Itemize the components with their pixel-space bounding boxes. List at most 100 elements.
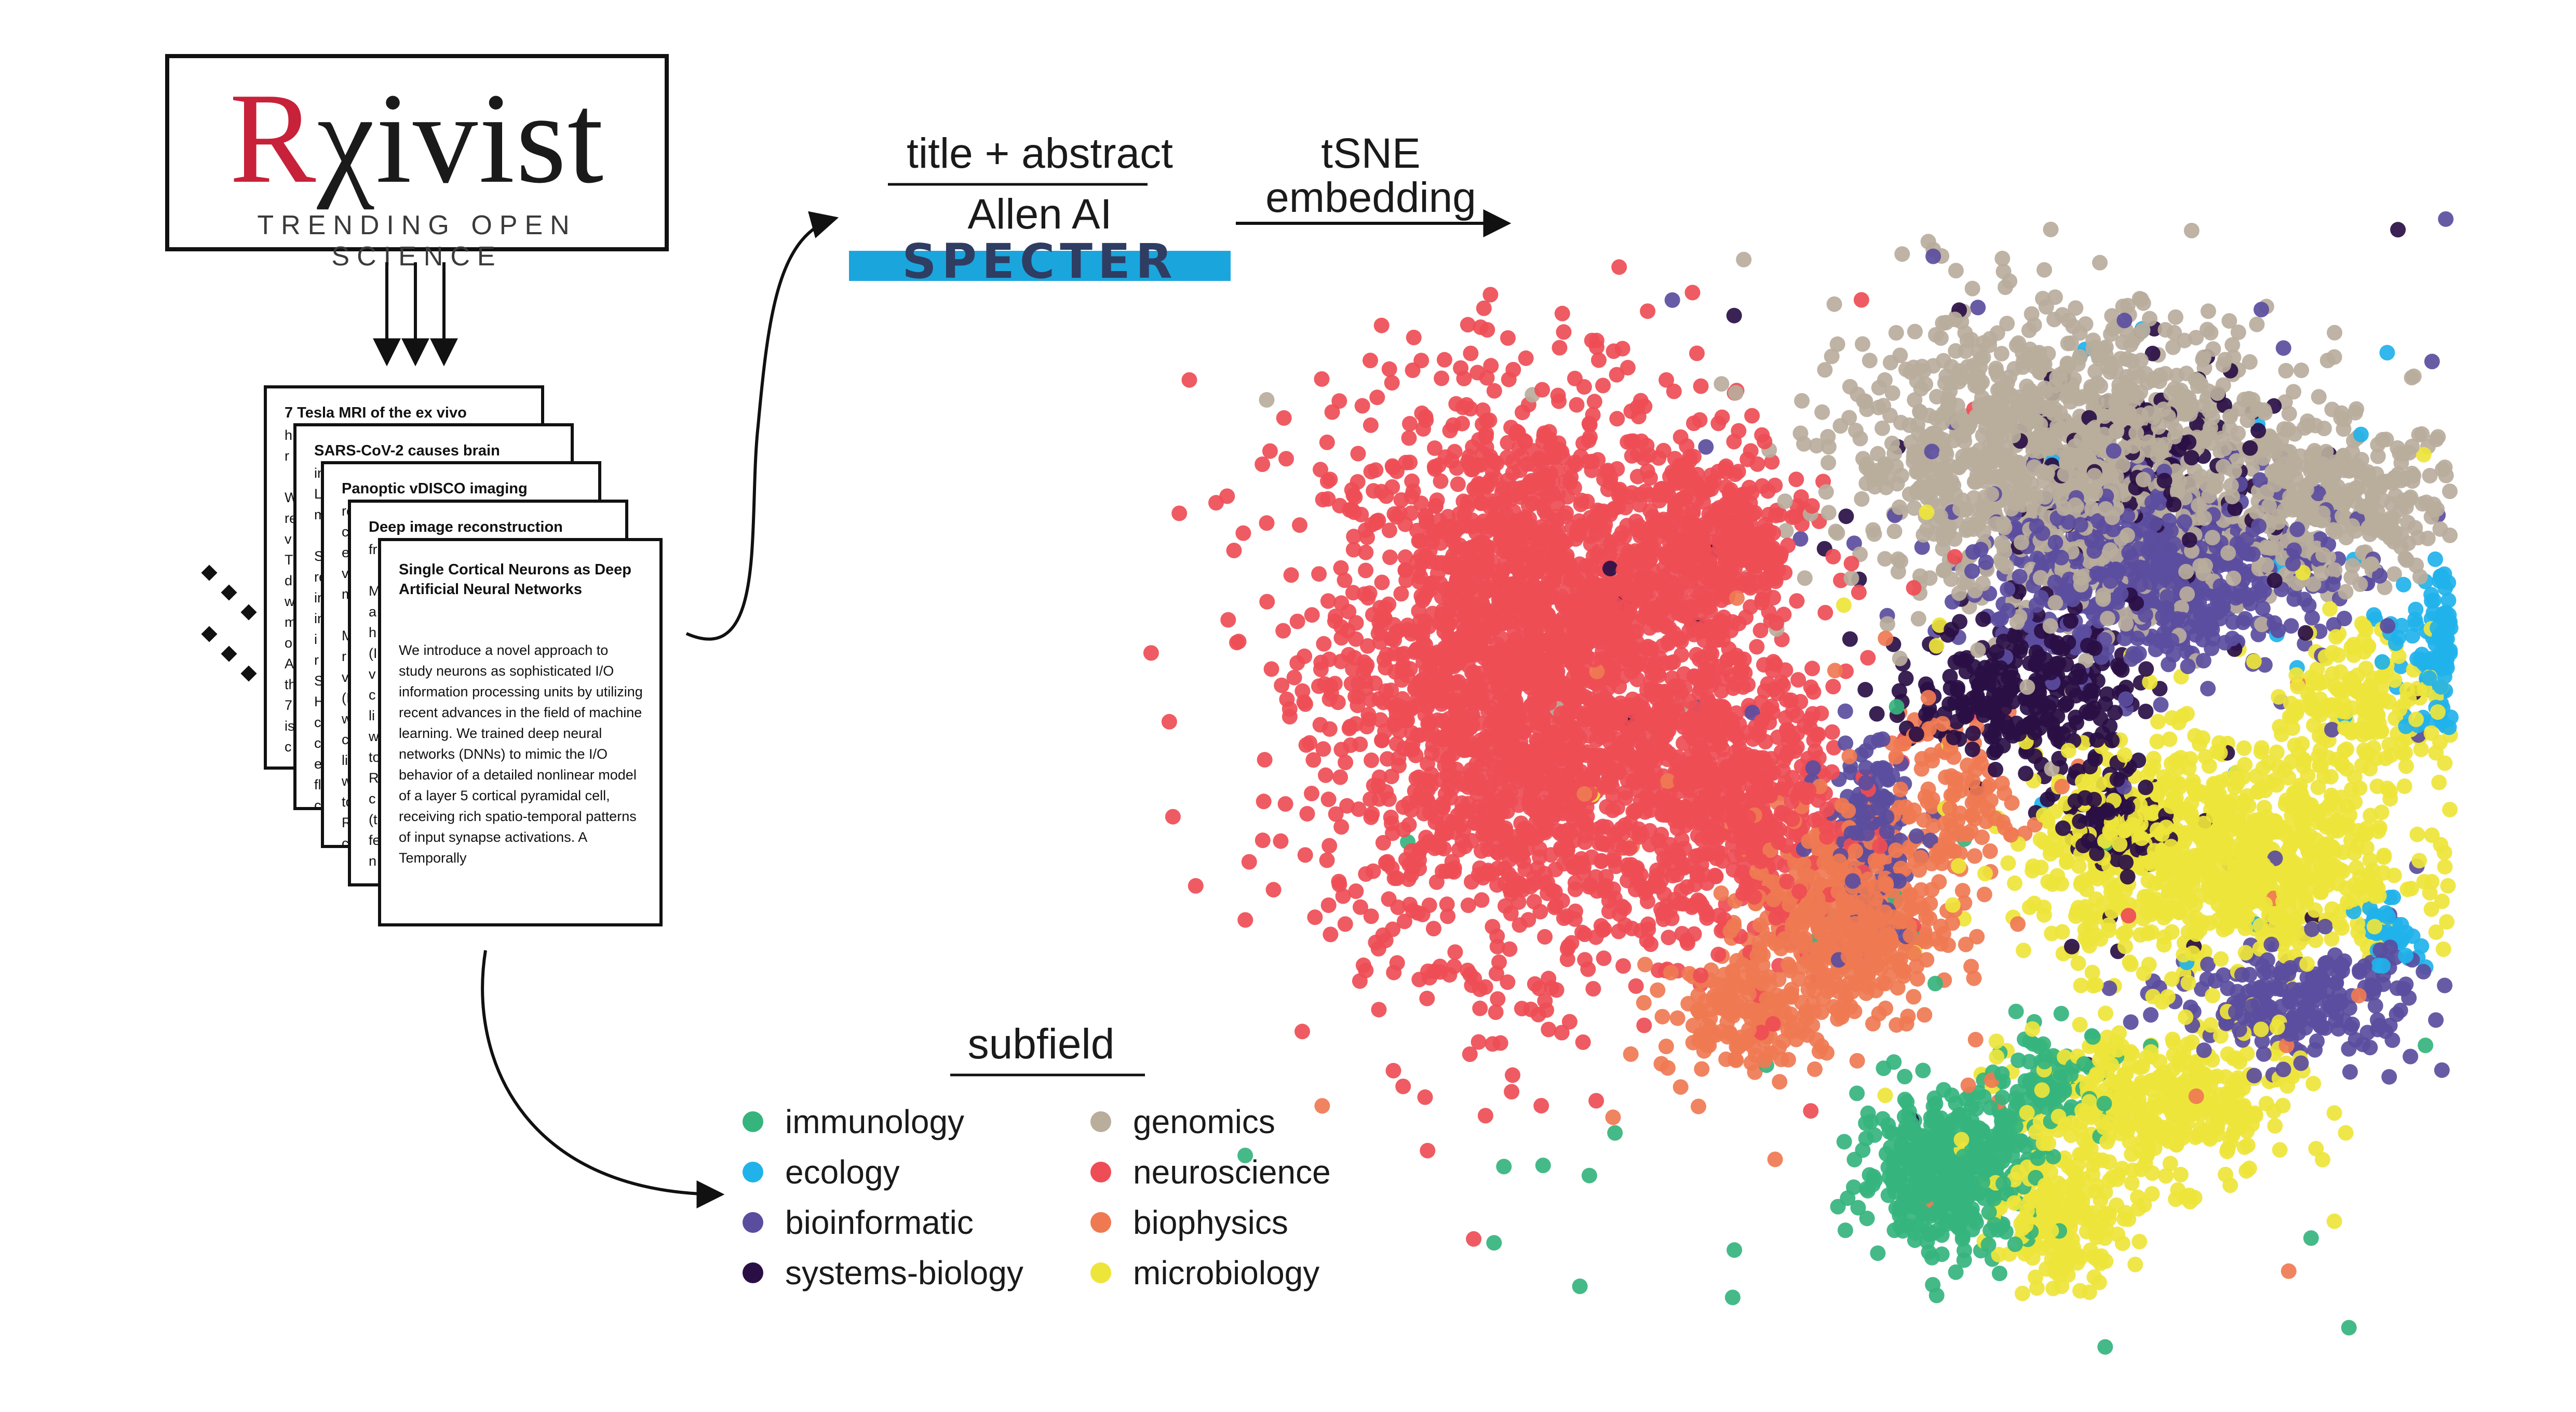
point-neuroscience	[1313, 654, 1329, 670]
point-neuroscience	[1803, 679, 1819, 695]
point-biophysics	[1722, 1025, 1738, 1041]
point-microbiology	[2044, 1202, 2060, 1218]
point-genomics	[2185, 569, 2201, 585]
point-genomics	[2214, 431, 2230, 447]
point-neuroscience	[1502, 784, 1518, 800]
point-bioinformatic	[2244, 1008, 2260, 1024]
point-neuroscience	[1663, 806, 1679, 822]
point-genomics	[2102, 486, 2118, 502]
point-neuroscience	[1513, 640, 1529, 656]
point-bioinformatic	[2223, 1006, 2240, 1023]
point-microbiology	[2411, 853, 2427, 869]
point-genomics	[1877, 551, 1893, 567]
point-neuroscience	[1670, 963, 1686, 979]
point-microbiology	[2005, 1136, 2021, 1151]
point-genomics	[2094, 466, 2110, 482]
point-microbiology	[2341, 899, 2357, 915]
point-genomics	[2125, 398, 2141, 414]
point-genomics	[2403, 489, 2419, 505]
point-neuroscience	[1532, 531, 1548, 547]
point-genomics	[2073, 503, 2089, 519]
point-neuroscience	[1488, 604, 1504, 620]
point-biophysics	[1937, 816, 1953, 832]
point-neuroscience	[1565, 739, 1581, 756]
point-neuroscience	[1344, 502, 1360, 518]
point-microbiology	[2076, 1204, 2092, 1220]
point-bioinformatic	[2108, 600, 2124, 616]
point-genomics	[2031, 428, 2047, 444]
point-bioinformatic	[2149, 547, 2165, 563]
point-bioinformatic	[2308, 511, 2324, 527]
point-microbiology	[2161, 817, 2177, 833]
point-systems-biology	[2022, 655, 2038, 671]
point-immunology	[1934, 1139, 1950, 1155]
point-systems-biology	[2057, 614, 2073, 630]
point-neuroscience	[1692, 651, 1707, 667]
point-biophysics	[1997, 785, 2013, 801]
legend-swatch	[1090, 1262, 1111, 1283]
point-neuroscience	[1530, 734, 1545, 750]
point-neuroscience	[1462, 620, 1478, 636]
point-neuroscience	[1343, 737, 1358, 753]
point-microbiology	[2244, 875, 2259, 891]
point-systems-biology	[2145, 345, 2161, 361]
point-bioinformatic	[1872, 897, 1888, 913]
point-biophysics	[1869, 858, 1884, 875]
point-neuroscience	[1754, 595, 1770, 611]
point-neuroscience	[1568, 531, 1584, 547]
point-bioinformatic	[2195, 507, 2211, 523]
point-microbiology	[2176, 935, 2192, 951]
point-microbiology	[2220, 771, 2236, 787]
point-neuroscience	[1600, 664, 1615, 680]
point-microbiology	[2051, 778, 2067, 795]
point-biophysics	[1917, 923, 1933, 939]
point-neuroscience	[1723, 514, 1739, 530]
point-neuroscience	[1355, 957, 1371, 973]
point-neuroscience	[1441, 616, 1458, 632]
point-genomics	[2143, 539, 2159, 555]
point-immunology	[1968, 1101, 1984, 1117]
point-immunology	[1920, 1156, 1936, 1172]
point-ecology	[2410, 949, 2426, 965]
point-neuroscience	[1656, 582, 1672, 598]
point-genomics	[1820, 429, 1836, 445]
point-neuroscience	[1584, 332, 1600, 348]
point-microbiology	[1985, 1078, 2001, 1094]
point-neuroscience	[1360, 707, 1377, 723]
point-neuroscience	[1548, 744, 1565, 760]
point-neuroscience	[1806, 855, 1822, 871]
point-biophysics	[1987, 810, 2003, 826]
point-neuroscience	[1450, 723, 1466, 739]
point-biophysics	[1866, 839, 1882, 855]
point-genomics	[2035, 362, 2051, 379]
point-neuroscience	[1743, 530, 1759, 546]
point-neuroscience	[1504, 578, 1520, 594]
point-neuroscience	[1361, 585, 1378, 601]
point-bioinformatic	[2188, 627, 2204, 643]
point-neuroscience	[1562, 475, 1578, 491]
point-immunology	[1951, 1220, 1967, 1236]
point-bioinformatic	[2254, 580, 2270, 596]
point-genomics	[1994, 485, 2011, 501]
point-microbiology	[2160, 813, 2176, 829]
point-bioinformatic	[1998, 523, 2014, 540]
point-bioinformatic	[2254, 1033, 2270, 1049]
point-biophysics	[1714, 948, 1730, 964]
point-biophysics	[1918, 1193, 1934, 1209]
point-neuroscience	[1549, 665, 1565, 681]
point-neuroscience	[1677, 460, 1693, 476]
point-neuroscience	[1320, 897, 1337, 913]
point-neuroscience	[1535, 524, 1551, 540]
point-genomics	[2011, 466, 2027, 482]
point-neuroscience	[1434, 370, 1450, 386]
point-bioinformatic	[2295, 991, 2311, 1007]
point-genomics	[2335, 448, 2351, 464]
point-biophysics	[1880, 925, 1896, 942]
point-immunology	[1945, 1185, 1961, 1201]
point-microbiology	[2301, 870, 2317, 886]
point-biophysics	[1715, 993, 1731, 1009]
point-biophysics	[1742, 1028, 1758, 1044]
point-microbiology	[2135, 860, 2150, 876]
point-neuroscience	[1452, 695, 1468, 711]
point-genomics	[2324, 475, 2339, 491]
